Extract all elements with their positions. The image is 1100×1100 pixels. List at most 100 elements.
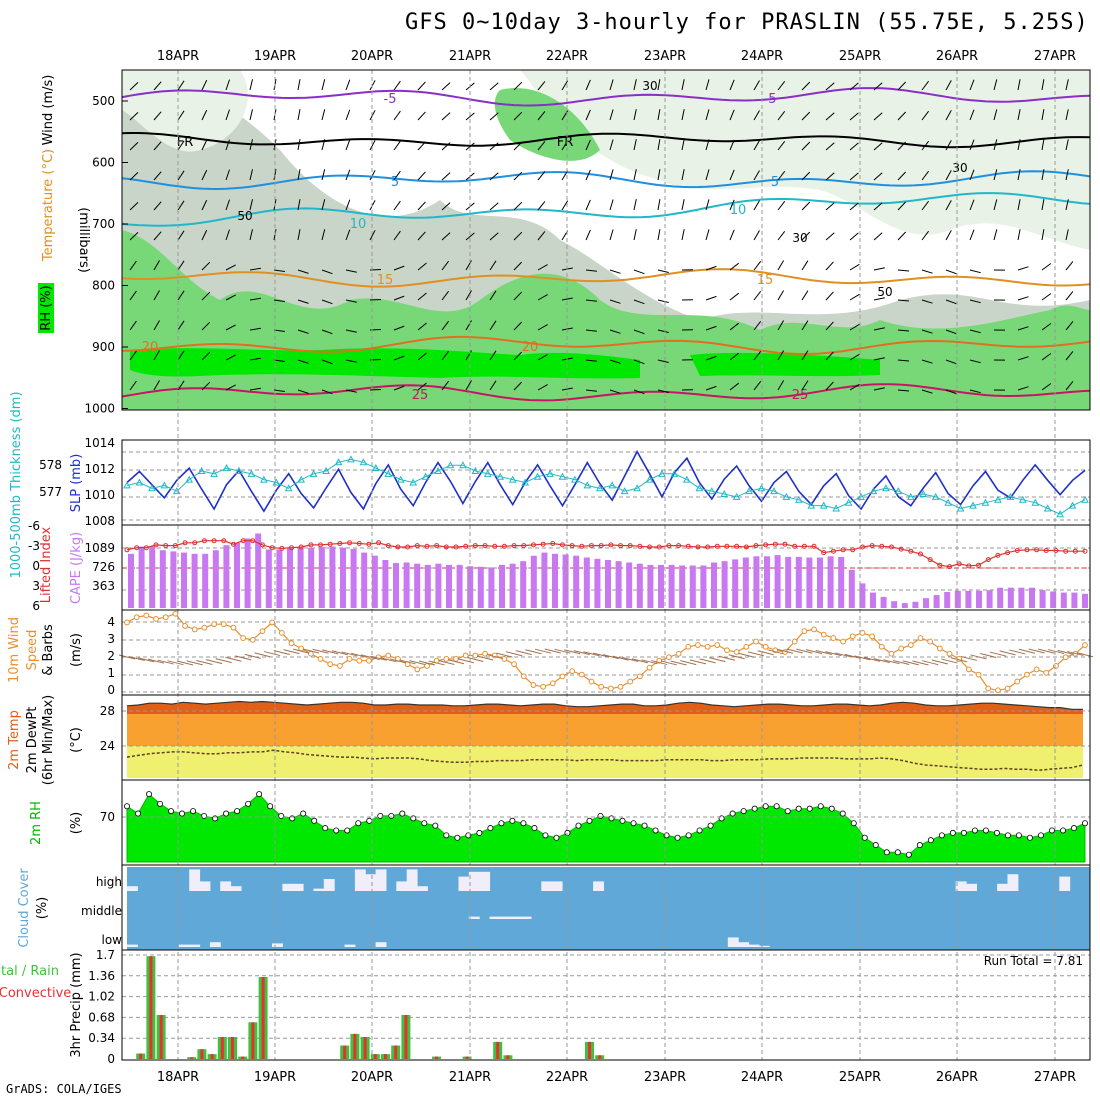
wind-barb-10m — [583, 651, 600, 657]
rh2m-marker — [476, 829, 483, 836]
wind-barb — [393, 385, 405, 391]
wind-axis-label-2: Speed — [25, 630, 40, 671]
li-marker — [947, 564, 953, 570]
thickness-marker — [944, 498, 952, 506]
cloud-bar-high — [458, 876, 470, 891]
rh2m-marker — [894, 849, 901, 856]
wind-barb-10m — [1057, 649, 1074, 655]
wind-barb — [729, 322, 740, 331]
wind-barb — [897, 111, 906, 121]
cape-bar — [615, 561, 622, 608]
wind-barb — [729, 79, 735, 91]
thickness-marker — [981, 498, 990, 506]
rh2m-marker — [916, 842, 923, 849]
wind-barb — [249, 387, 261, 391]
wind-barb — [489, 82, 499, 91]
cape-bar — [530, 555, 537, 608]
wind-barb-10m — [331, 650, 349, 656]
wind-barb — [465, 350, 472, 361]
li-marker — [463, 543, 469, 549]
wind-barb — [777, 110, 786, 121]
cape-bar — [636, 563, 643, 608]
li-marker — [618, 543, 624, 549]
wind-barb — [345, 269, 357, 273]
cape-bar — [329, 546, 336, 608]
wind-barb — [657, 389, 669, 393]
cape-bar — [562, 554, 569, 608]
wind-barb-10m — [660, 660, 678, 666]
date-label-top: 24APR — [741, 49, 783, 64]
cape-bar — [308, 547, 315, 608]
wind-barb — [129, 290, 137, 301]
wind-barb — [609, 269, 621, 274]
wind-barb — [945, 299, 957, 305]
wind-barb — [537, 354, 548, 361]
precip-rain-bar — [435, 1056, 438, 1059]
cape-bar — [859, 583, 866, 608]
li-marker — [250, 538, 256, 544]
wind-barb — [441, 350, 450, 361]
li-marker — [830, 548, 836, 554]
li-marker — [269, 545, 275, 551]
pressure-axis-label: (millibars) — [76, 207, 91, 273]
wind-barb — [153, 81, 162, 91]
li-marker — [850, 547, 856, 553]
rh2m-marker — [949, 829, 956, 836]
wind-barb — [753, 110, 760, 121]
wind-barb — [441, 320, 450, 331]
slp-tick: 1012 — [84, 462, 115, 476]
wind-barb-10m — [593, 652, 610, 658]
wind-barb — [297, 389, 309, 394]
rh2m-marker — [685, 832, 692, 839]
li-marker — [521, 543, 527, 549]
wind-barb — [249, 139, 253, 151]
cape-bar — [234, 542, 240, 608]
precip-rain-bar — [251, 1022, 255, 1059]
li-marker — [840, 547, 846, 553]
wind-barb-10m — [176, 660, 194, 666]
wind-tick: 4 — [107, 615, 115, 629]
cape-bar — [509, 563, 516, 608]
wind-speed-marker — [249, 636, 256, 643]
cloud-bar-low — [738, 942, 750, 947]
li-marker — [405, 544, 411, 550]
wind-barb-10m — [612, 655, 629, 661]
cloud-bar-high — [292, 883, 304, 891]
li-marker — [143, 545, 149, 551]
wind-barb — [297, 359, 309, 364]
rh2m-marker — [1026, 834, 1033, 841]
precip-rain-bar — [241, 1056, 245, 1059]
wind-barb — [609, 229, 614, 241]
wind-barb — [969, 229, 975, 241]
wind-speed-marker — [936, 645, 943, 652]
wind-barb-10m — [409, 660, 426, 666]
isotherm-label-b-2: 5 — [771, 175, 779, 190]
run-total-label: Run Total = 7.81 — [984, 954, 1083, 968]
wind-barb — [873, 112, 883, 121]
wind-barb — [489, 112, 499, 121]
isotherm-label-b-5: 20 — [522, 340, 539, 355]
wind-tick: 3 — [107, 632, 115, 646]
li-tick: -3 — [28, 539, 40, 553]
wind-barb — [609, 199, 614, 211]
thickness-marker — [446, 461, 455, 469]
wind-barb — [825, 351, 834, 361]
wind-barb — [345, 169, 351, 181]
wind-barb — [681, 79, 685, 91]
precip-tick: 0.34 — [88, 1031, 115, 1045]
wind-speed-marker — [878, 643, 885, 650]
wind-barb-10m — [428, 660, 445, 666]
wind-speed-marker — [714, 642, 721, 648]
wind-barb — [1065, 169, 1069, 181]
wind-barb — [153, 260, 160, 271]
wind-barb — [897, 81, 906, 91]
wind-barb — [513, 201, 523, 211]
wind-speed-marker — [578, 671, 585, 678]
wind-barb — [849, 82, 859, 91]
thickness-marker — [844, 498, 853, 506]
cape-bar — [414, 563, 421, 608]
precip-rain-bar — [384, 1054, 387, 1059]
wind-barb — [633, 79, 637, 91]
wind-barb — [537, 171, 546, 181]
wind-barb-10m — [1067, 650, 1084, 656]
